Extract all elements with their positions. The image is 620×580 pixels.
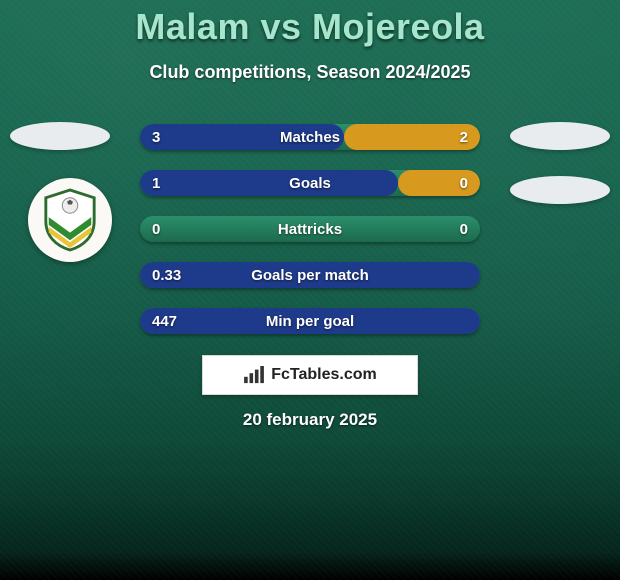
stat-row: Min per goal447 <box>140 308 480 334</box>
title-vs: vs <box>260 6 301 47</box>
stat-value-right: 0 <box>448 216 480 242</box>
stat-fill-left <box>140 308 480 334</box>
stat-fill-left <box>140 170 398 196</box>
stat-value-left: 3 <box>140 124 172 150</box>
stat-row: Goals10 <box>140 170 480 196</box>
content-root: Malam vs Mojereola Club competitions, Se… <box>0 0 620 83</box>
brand-link[interactable]: FcTables.com <box>202 355 418 395</box>
page-title: Malam vs Mojereola <box>0 6 620 48</box>
stat-rows: Matches32Goals10Hattricks00Goals per mat… <box>140 124 480 354</box>
title-player-left: Malam <box>135 6 250 47</box>
stat-value-right: 2 <box>448 124 480 150</box>
stat-value-left: 0 <box>140 216 172 242</box>
stat-value-right: 0 <box>448 170 480 196</box>
subtitle: Club competitions, Season 2024/2025 <box>0 62 620 83</box>
player-right-placeholder-1 <box>510 122 610 150</box>
footer-date: 20 february 2025 <box>0 410 620 430</box>
stat-row: Matches32 <box>140 124 480 150</box>
stat-value-left: 1 <box>140 170 172 196</box>
stat-row: Hattricks0 0 <box>140 216 480 242</box>
club-crest-icon <box>41 188 99 252</box>
club-crest <box>28 178 112 262</box>
player-right-placeholder-2 <box>510 176 610 204</box>
stat-value-left: 447 <box>140 308 189 334</box>
stat-label: Hattricks <box>140 216 480 242</box>
stat-row: Goals per match0.33 <box>140 262 480 288</box>
player-left-placeholder <box>10 122 110 150</box>
bar-chart-icon <box>243 366 265 384</box>
title-player-right: Mojereola <box>312 6 485 47</box>
stat-value-left: 0.33 <box>140 262 193 288</box>
brand-text: FcTables.com <box>271 366 377 384</box>
